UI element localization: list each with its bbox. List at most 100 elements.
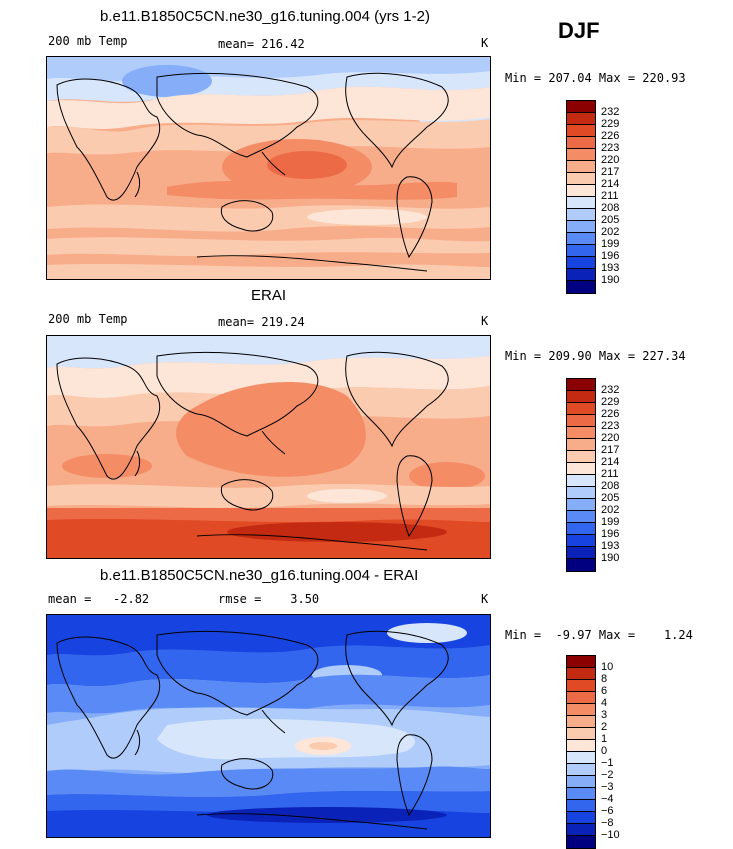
colorbar-swatch — [567, 439, 595, 451]
panel-3-colorbar — [566, 655, 596, 849]
colorbar-tick-label: 8 — [601, 673, 608, 685]
colorbar-swatch — [567, 752, 595, 764]
colorbar-tick-label: 232 — [601, 106, 620, 118]
colorbar-tick-label: 214 — [601, 178, 620, 190]
colorbar-tick-label: −1 — [601, 757, 614, 769]
colorbar-tick-label: 6 — [601, 685, 608, 697]
colorbar-tick-label: −2 — [601, 769, 614, 781]
panel-1-minmax: Min = 207.04 Max = 220.93 — [505, 71, 686, 85]
colorbar-tick-label: 217 — [601, 166, 620, 178]
colorbar-swatch — [567, 668, 595, 680]
colorbar-swatch — [567, 415, 595, 427]
colorbar-tick-label: 229 — [601, 118, 620, 130]
panel-1-contour-field — [47, 57, 490, 279]
colorbar-tick-label: 196 — [601, 250, 620, 262]
panel-3-mean-label: mean = -2.82 — [48, 592, 150, 606]
colorbar-swatch — [567, 463, 595, 475]
colorbar-swatch — [567, 101, 595, 113]
colorbar-swatch — [567, 499, 595, 511]
colorbar-swatch — [567, 451, 595, 463]
colorbar-tick-label: −10 — [601, 829, 620, 841]
colorbar-swatch — [567, 547, 595, 559]
panel-1-units: K — [481, 36, 489, 50]
colorbar-tick-label: 4 — [601, 697, 608, 709]
colorbar-tick-label: 202 — [601, 504, 620, 516]
colorbar-tick-label: 226 — [601, 130, 620, 142]
panel-2-mean-label: mean= 219.24 — [218, 315, 305, 329]
colorbar-tick-label: 2 — [601, 721, 608, 733]
colorbar-swatch — [567, 836, 595, 848]
colorbar-swatch — [567, 776, 595, 788]
colorbar-tick-label: 226 — [601, 408, 620, 420]
colorbar-swatch — [567, 269, 595, 281]
colorbar-tick-label: −6 — [601, 805, 614, 817]
colorbar-tick-label: 214 — [601, 456, 620, 468]
colorbar-swatch — [567, 391, 595, 403]
colorbar-swatch — [567, 475, 595, 487]
colorbar-tick-label: 205 — [601, 492, 620, 504]
panel-2-map — [46, 335, 491, 559]
colorbar-swatch — [567, 197, 595, 209]
panel-1-title: b.e11.B1850C5CN.ne30_g16.tuning.004 (yrs… — [100, 8, 430, 25]
colorbar-tick-label: 196 — [601, 528, 620, 540]
colorbar-tick-label: 208 — [601, 202, 620, 214]
panel-1-mean-label: mean= 216.42 — [218, 37, 305, 51]
colorbar-swatch — [567, 824, 595, 836]
colorbar-tick-label: 232 — [601, 384, 620, 396]
colorbar-tick-label: 199 — [601, 516, 620, 528]
colorbar-tick-label: −4 — [601, 793, 614, 805]
colorbar-swatch — [567, 728, 595, 740]
colorbar-swatch — [567, 788, 595, 800]
panel-3-minmax: Min = -9.97 Max = 1.24 — [505, 628, 693, 642]
colorbar-swatch — [567, 173, 595, 185]
colorbar-swatch — [567, 487, 595, 499]
colorbar-swatch — [567, 427, 595, 439]
colorbar-tick-label: −8 — [601, 817, 614, 829]
panel-2-contour-field — [47, 336, 490, 558]
colorbar-swatch — [567, 559, 595, 571]
colorbar-swatch — [567, 403, 595, 415]
colorbar-swatch — [567, 113, 595, 125]
colorbar-swatch — [567, 185, 595, 197]
panel-3-rmse-label: rmse = 3.50 — [218, 592, 320, 606]
colorbar-tick-label: 217 — [601, 444, 620, 456]
colorbar-tick-label: 193 — [601, 540, 620, 552]
colorbar-tick-label: 205 — [601, 214, 620, 226]
colorbar-tick-label: 211 — [601, 190, 619, 202]
colorbar-swatch — [567, 511, 595, 523]
colorbar-swatch — [567, 523, 595, 535]
colorbar-tick-label: 202 — [601, 226, 620, 238]
colorbar-tick-label: 190 — [601, 552, 620, 564]
colorbar-tick-label: 208 — [601, 480, 620, 492]
colorbar-swatch — [567, 257, 595, 269]
colorbar-swatch — [567, 137, 595, 149]
colorbar-swatch — [567, 233, 595, 245]
panel-1-variable-label: 200 mb Temp — [48, 34, 128, 48]
colorbar-swatch — [567, 125, 595, 137]
colorbar-tick-label: 211 — [601, 468, 619, 480]
panel-3-title: b.e11.B1850C5CN.ne30_g16.tuning.004 - ER… — [100, 567, 419, 584]
colorbar-tick-label: 0 — [601, 745, 608, 757]
panel-3-contour-field — [47, 615, 490, 837]
panel-3-map — [46, 614, 491, 838]
panel-2-variable-label: 200 mb Temp — [48, 312, 128, 326]
panel-2-title: ERAI — [251, 287, 287, 304]
colorbar-swatch — [567, 740, 595, 752]
colorbar-swatch — [567, 764, 595, 776]
colorbar-tick-label: 193 — [601, 262, 620, 274]
colorbar-tick-label: 223 — [601, 420, 620, 432]
colorbar-swatch — [567, 716, 595, 728]
colorbar-tick-label: 220 — [601, 154, 620, 166]
panel-1-map — [46, 56, 491, 280]
colorbar-swatch — [567, 800, 595, 812]
panel-1-colorbar — [566, 100, 596, 294]
colorbar-swatch — [567, 245, 595, 257]
colorbar-swatch — [567, 680, 595, 692]
colorbar-tick-label: 223 — [601, 142, 620, 154]
colorbar-swatch — [567, 209, 595, 221]
colorbar-swatch — [567, 161, 595, 173]
colorbar-tick-label: 229 — [601, 396, 620, 408]
panel-2-minmax: Min = 209.90 Max = 227.34 — [505, 349, 686, 363]
colorbar-swatch — [567, 221, 595, 233]
colorbar-tick-label: 220 — [601, 432, 620, 444]
